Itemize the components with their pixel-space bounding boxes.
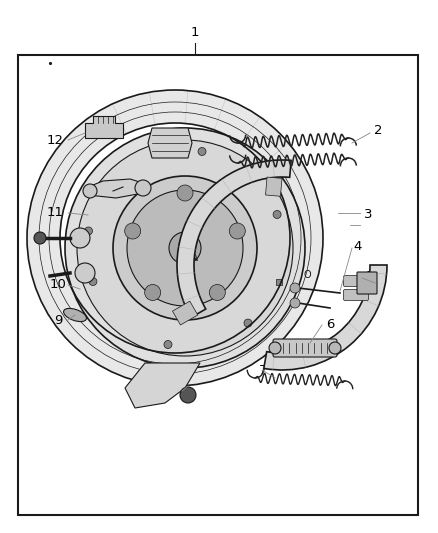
Circle shape xyxy=(329,342,341,354)
Ellipse shape xyxy=(64,309,86,321)
Circle shape xyxy=(273,211,281,219)
FancyBboxPatch shape xyxy=(343,289,368,301)
Circle shape xyxy=(209,285,225,301)
Bar xyxy=(18,55,418,515)
Circle shape xyxy=(177,185,193,201)
Circle shape xyxy=(34,232,46,244)
Text: 12: 12 xyxy=(46,134,64,148)
Wedge shape xyxy=(177,160,291,318)
Text: 11: 11 xyxy=(46,206,64,220)
Circle shape xyxy=(145,285,161,301)
Circle shape xyxy=(269,342,281,354)
Text: 9: 9 xyxy=(54,314,62,327)
Bar xyxy=(173,301,198,325)
Circle shape xyxy=(198,148,206,156)
Polygon shape xyxy=(125,363,200,408)
Circle shape xyxy=(83,184,97,198)
Circle shape xyxy=(127,190,243,306)
Bar xyxy=(276,279,282,285)
Circle shape xyxy=(75,263,95,283)
Polygon shape xyxy=(85,116,123,138)
Circle shape xyxy=(70,228,90,248)
Circle shape xyxy=(230,223,245,239)
Circle shape xyxy=(135,180,151,196)
Circle shape xyxy=(77,140,293,356)
Bar xyxy=(100,188,106,193)
Wedge shape xyxy=(27,90,323,386)
Circle shape xyxy=(89,278,97,286)
Circle shape xyxy=(180,387,196,403)
Circle shape xyxy=(65,128,305,368)
Text: 3: 3 xyxy=(364,208,372,222)
Text: 1: 1 xyxy=(191,27,199,39)
FancyBboxPatch shape xyxy=(357,272,377,294)
FancyBboxPatch shape xyxy=(273,339,337,357)
Text: 8: 8 xyxy=(179,386,187,400)
Text: 4: 4 xyxy=(354,239,362,253)
Bar xyxy=(265,177,282,196)
Circle shape xyxy=(164,341,172,349)
FancyBboxPatch shape xyxy=(343,276,368,287)
Text: 2: 2 xyxy=(374,125,382,138)
Circle shape xyxy=(85,227,92,235)
Circle shape xyxy=(244,319,252,327)
Circle shape xyxy=(290,298,300,308)
Circle shape xyxy=(169,232,201,264)
Circle shape xyxy=(290,283,300,293)
Text: 6: 6 xyxy=(326,319,334,332)
Polygon shape xyxy=(148,128,192,158)
Wedge shape xyxy=(264,265,387,370)
Text: 5: 5 xyxy=(366,271,374,284)
Text: 7: 7 xyxy=(259,364,267,376)
Text: 10: 10 xyxy=(49,279,67,292)
Polygon shape xyxy=(88,179,143,198)
Circle shape xyxy=(113,176,257,320)
Circle shape xyxy=(125,223,141,239)
Text: O: O xyxy=(303,270,311,280)
